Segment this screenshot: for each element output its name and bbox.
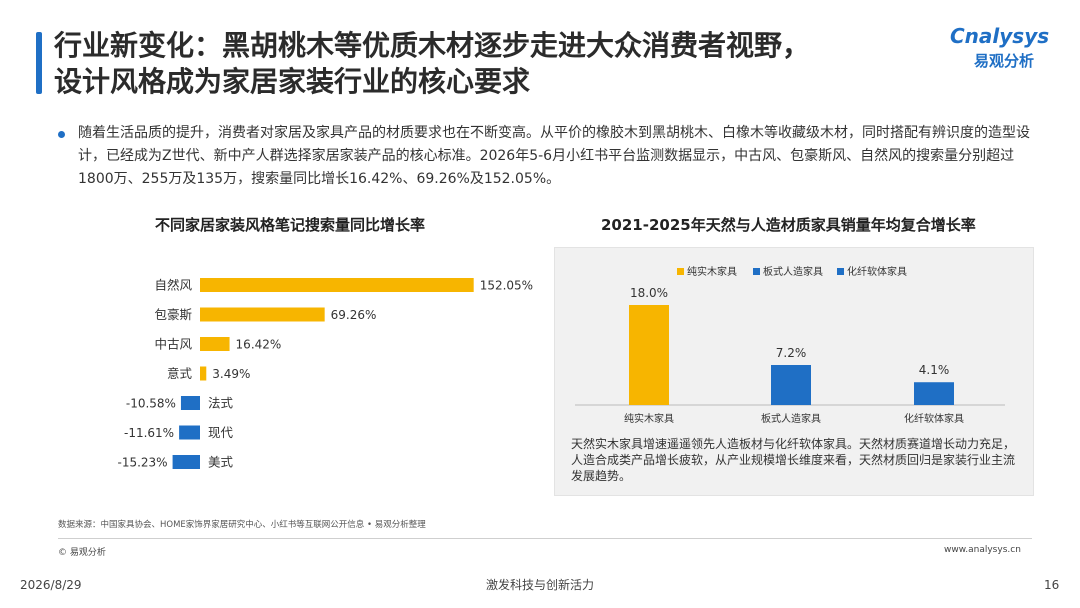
bar-法式: [180, 396, 200, 410]
category-label: 化纤软体家具: [904, 412, 964, 425]
website-url: www.analysys.cn: [944, 545, 1021, 555]
footer-divider: [58, 538, 1032, 539]
bar-美式: [172, 455, 200, 469]
value-label: -10.58%: [126, 397, 176, 411]
value-label: 7.2%: [776, 346, 807, 360]
chart-annotation: 天然实木家具增速遥遥领先人造板材与化纤软体家具。天然材质赛道增长动力充足，人造合…: [571, 437, 1016, 483]
value-label: 4.1%: [919, 363, 950, 377]
value-label: 152.05%: [480, 279, 533, 293]
bar-板式人造家具: [771, 365, 811, 405]
data-source: 数据来源：中国家具协会、HOME家饰界家居研究中心、小红书等互联网公开信息 • …: [58, 520, 426, 530]
bar-纯实木家具: [629, 305, 669, 405]
category-label: 意式: [167, 366, 193, 381]
title-accent-bar: [36, 32, 42, 94]
copyright: © 易观分析: [58, 548, 106, 558]
material-growth-panel: 纯实木家具 板式人造家具 化纤软体家具 18.0% 纯实木家具 7.2% 板式人造家具 4.1…: [554, 247, 1034, 496]
page-title-line-1: 行业新变化：黑胡桃木等优质木材逐步走进大众消费者视野，: [54, 29, 811, 62]
summary-paragraph: 随着生活品质的提升，消费者对家居及家具产品的材质要求也在不断变高。从平价的橡胶木…: [78, 125, 1030, 187]
category-label: 包豪斯: [154, 307, 192, 322]
category-label: 中古风: [154, 337, 192, 352]
style-growth-bar-chart: 自然风 152.05% 包豪斯 69.26% 中古风 16.42% 意式 3.49% 法式 -10…: [117, 278, 533, 470]
page-title: 行业新变化：黑胡桃木等优质木材逐步走进大众消费者视野， 设计风格成为家居家装行业…: [54, 28, 934, 100]
value-label: 3.49%: [212, 367, 250, 381]
bar-化纤软体家具: [914, 382, 954, 405]
value-label: 69.26%: [331, 308, 377, 322]
legend-swatch: [677, 268, 684, 275]
bar-意式: [200, 366, 207, 381]
footer-slogan: 激发科技与创新活力: [485, 578, 594, 592]
page-number: 16: [1044, 578, 1060, 592]
category-label: 板式人造家具: [761, 412, 821, 425]
bar-包豪斯: [200, 307, 325, 322]
legend-swatch: [837, 268, 844, 275]
bar-中古风: [200, 337, 230, 351]
page-title-line-2: 设计风格成为家居家装行业的核心要求: [54, 65, 531, 98]
right-chart-title: 2021-2025年天然与人造材质家具销量年均复合增长率: [601, 216, 976, 234]
logo-chinese: 易观分析: [974, 52, 1035, 70]
bullet-dot-icon: [58, 131, 65, 138]
left-chart-title: 不同家居家装风格笔记搜索量同比增长率: [155, 216, 426, 234]
material-cagr-bar-chart: 纯实木家具 板式人造家具 化纤软体家具18.0%纯实木家具7.2%板式人造家具4.1…: [575, 265, 1005, 425]
value-label: -11.61%: [124, 426, 174, 440]
category-label: 美式: [208, 455, 234, 470]
category-label: 自然风: [154, 278, 192, 293]
value-label: -15.23%: [117, 456, 167, 470]
report-date: 2026/8/29: [20, 578, 82, 592]
analysys-logo: Cnalysys 易观分析: [950, 24, 1060, 74]
legend-entry: 化纤软体家具: [847, 265, 907, 278]
category-label: 纯实木家具: [624, 412, 674, 425]
legend-swatch: [753, 268, 760, 275]
value-label: 16.42%: [236, 338, 282, 352]
logo-english: Cnalysys: [950, 24, 1050, 48]
legend-entry: 纯实木家具: [687, 265, 737, 278]
value-label: 18.0%: [630, 286, 668, 300]
bar-现代: [179, 425, 200, 440]
bar-自然风: [200, 278, 474, 292]
legend-entry: 板式人造家具: [763, 265, 823, 278]
category-label: 法式: [208, 396, 234, 411]
category-label: 现代: [208, 425, 234, 440]
